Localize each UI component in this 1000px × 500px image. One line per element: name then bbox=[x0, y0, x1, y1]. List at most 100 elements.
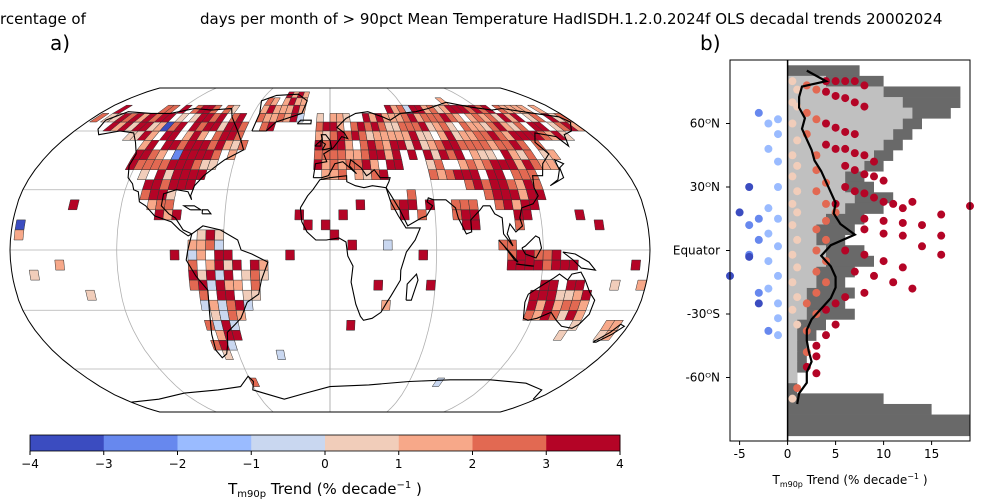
trend-point bbox=[774, 299, 782, 308]
trend-cell bbox=[321, 159, 331, 170]
trend-point bbox=[754, 288, 763, 297]
panel-a-label: a) bbox=[50, 31, 70, 55]
trend-point bbox=[879, 216, 888, 225]
x-tick-label: -5 bbox=[734, 447, 746, 461]
trend-cell bbox=[459, 199, 470, 211]
trend-point bbox=[831, 91, 840, 100]
trend-point bbox=[793, 293, 802, 302]
coastline bbox=[201, 209, 213, 215]
trend-cell bbox=[205, 269, 216, 281]
colorbar-tick-label: −3 bbox=[95, 457, 113, 471]
trend-cell bbox=[468, 199, 479, 211]
trend-point bbox=[937, 231, 946, 240]
trend-cell bbox=[169, 249, 180, 261]
trend-point bbox=[793, 263, 802, 272]
mean-trend-line bbox=[796, 69, 857, 405]
colorbar-segment bbox=[30, 435, 105, 451]
trend-cell bbox=[224, 289, 236, 301]
trend-cell bbox=[329, 229, 340, 241]
trend-cell bbox=[322, 121, 331, 132]
trend-cell bbox=[345, 149, 355, 160]
colorbar-segment bbox=[103, 435, 178, 451]
trend-cell bbox=[242, 289, 253, 301]
trend-cell bbox=[346, 320, 356, 331]
trend-point bbox=[860, 250, 869, 259]
coverage-bar-light bbox=[787, 298, 807, 310]
trend-point bbox=[850, 166, 859, 175]
trend-cell bbox=[470, 219, 481, 231]
trend-cell bbox=[460, 209, 472, 221]
trend-cell bbox=[171, 209, 182, 221]
trend-cell bbox=[111, 104, 134, 114]
trend-point bbox=[831, 320, 840, 329]
trend-point bbox=[788, 151, 797, 160]
coverage-bar-dark bbox=[787, 403, 932, 415]
trend-cell bbox=[574, 279, 586, 291]
coverage-bar-light bbox=[787, 224, 817, 236]
coverage-bar-light bbox=[787, 351, 798, 363]
trend-cell bbox=[533, 249, 544, 261]
trend-point bbox=[898, 263, 907, 272]
coverage-bar-dark bbox=[787, 255, 874, 267]
trend-cell bbox=[224, 279, 235, 291]
trend-point bbox=[860, 189, 869, 198]
trend-cell bbox=[336, 113, 344, 123]
trend-point bbox=[793, 320, 802, 329]
trend-cell bbox=[88, 113, 110, 123]
coverage-bar-light bbox=[787, 372, 798, 384]
y-tick-label: -60ᴼN bbox=[685, 371, 720, 385]
left-title: rcentage of bbox=[0, 10, 87, 28]
trend-point bbox=[745, 252, 754, 261]
trend-cell bbox=[526, 104, 549, 114]
trend-point bbox=[793, 384, 802, 393]
trend-cell bbox=[206, 279, 217, 291]
trend-cell bbox=[337, 169, 348, 180]
trend-point bbox=[812, 115, 821, 124]
trend-point bbox=[822, 87, 830, 96]
trend-point bbox=[764, 326, 773, 335]
coastline bbox=[97, 107, 245, 237]
trend-point bbox=[788, 199, 797, 208]
trend-cell bbox=[315, 121, 324, 132]
trend-cell bbox=[163, 199, 175, 211]
trend-point bbox=[898, 204, 907, 213]
coverage-bar-light bbox=[787, 75, 826, 87]
coverage-bar-light bbox=[787, 234, 817, 246]
coverage-bar-dark bbox=[787, 393, 884, 405]
trend-point bbox=[754, 108, 763, 117]
coverage-bar-light bbox=[787, 340, 798, 352]
trend-cell bbox=[567, 320, 582, 331]
trend-point bbox=[879, 257, 888, 266]
trend-cell bbox=[431, 377, 446, 387]
trend-cell bbox=[506, 259, 517, 271]
trend-cell bbox=[417, 209, 428, 221]
coverage-bar-dark bbox=[787, 224, 855, 236]
trend-point bbox=[812, 267, 821, 276]
trend-cell bbox=[401, 104, 414, 114]
trend-cell bbox=[355, 199, 366, 211]
trend-point bbox=[754, 214, 763, 223]
coastline bbox=[521, 235, 543, 259]
trend-point bbox=[788, 394, 797, 403]
trend-cell bbox=[320, 219, 331, 231]
coverage-bar-dark bbox=[787, 382, 798, 394]
coverage-bar-light bbox=[787, 308, 807, 320]
trend-cell bbox=[221, 349, 234, 360]
coverage-bar-light bbox=[787, 160, 865, 172]
coverage-bar-light bbox=[787, 361, 798, 373]
trend-cell bbox=[216, 289, 227, 301]
trend-point bbox=[860, 81, 869, 90]
trend-cell bbox=[424, 199, 436, 211]
trend-cell bbox=[28, 269, 40, 281]
coverage-bar-light bbox=[787, 255, 826, 267]
trend-point bbox=[802, 108, 811, 117]
trend-point bbox=[793, 161, 802, 170]
trend-cell bbox=[196, 229, 207, 241]
colorbar-segment bbox=[251, 435, 326, 451]
coastline bbox=[185, 225, 269, 359]
trend-cell bbox=[205, 259, 216, 271]
trend-cell bbox=[574, 209, 586, 221]
trend-point bbox=[822, 278, 830, 287]
coverage-bar-dark bbox=[787, 298, 846, 310]
coverage-bar-light bbox=[787, 202, 846, 214]
